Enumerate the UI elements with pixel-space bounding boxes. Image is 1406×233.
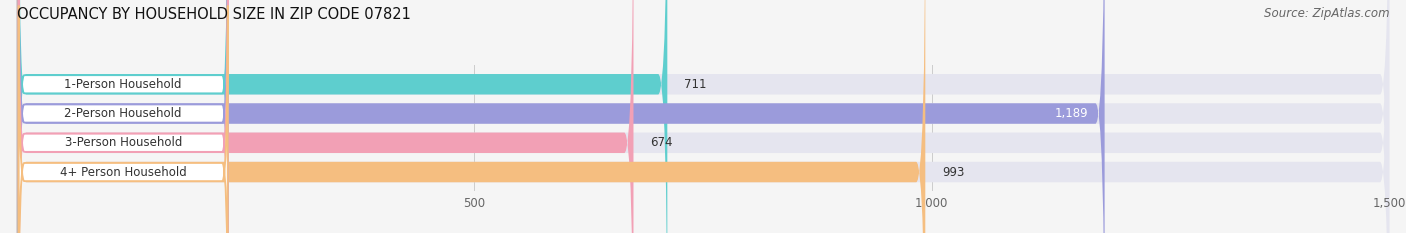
Text: 711: 711 [683,78,706,91]
Text: 2-Person Household: 2-Person Household [65,107,181,120]
Text: 1-Person Household: 1-Person Household [65,78,181,91]
FancyBboxPatch shape [18,0,228,233]
FancyBboxPatch shape [17,0,634,233]
FancyBboxPatch shape [17,0,1105,233]
Text: 1,189: 1,189 [1054,107,1088,120]
FancyBboxPatch shape [18,6,228,233]
FancyBboxPatch shape [18,0,228,233]
FancyBboxPatch shape [17,0,1389,233]
Text: 993: 993 [942,165,965,178]
Text: 4+ Person Household: 4+ Person Household [60,165,187,178]
FancyBboxPatch shape [17,0,925,233]
Text: 3-Person Household: 3-Person Household [65,136,181,149]
Text: OCCUPANCY BY HOUSEHOLD SIZE IN ZIP CODE 07821: OCCUPANCY BY HOUSEHOLD SIZE IN ZIP CODE … [17,7,411,22]
FancyBboxPatch shape [17,0,1389,233]
Text: 674: 674 [650,136,672,149]
FancyBboxPatch shape [17,0,1389,233]
Text: Source: ZipAtlas.com: Source: ZipAtlas.com [1264,7,1389,20]
FancyBboxPatch shape [18,0,228,233]
FancyBboxPatch shape [17,0,668,233]
FancyBboxPatch shape [17,0,1389,233]
